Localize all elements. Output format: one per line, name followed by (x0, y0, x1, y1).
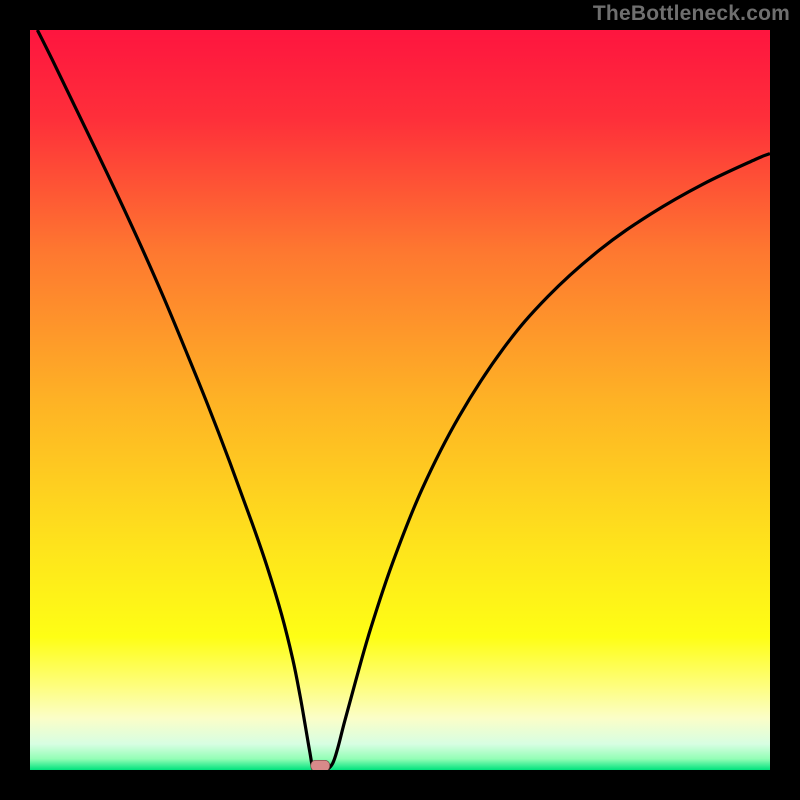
optimal-point-marker (311, 760, 330, 771)
chart-container: TheBottleneck.com (0, 0, 800, 800)
bottleneck-chart (0, 0, 800, 800)
watermark-text: TheBottleneck.com (593, 2, 790, 26)
plot-background (30, 30, 770, 770)
